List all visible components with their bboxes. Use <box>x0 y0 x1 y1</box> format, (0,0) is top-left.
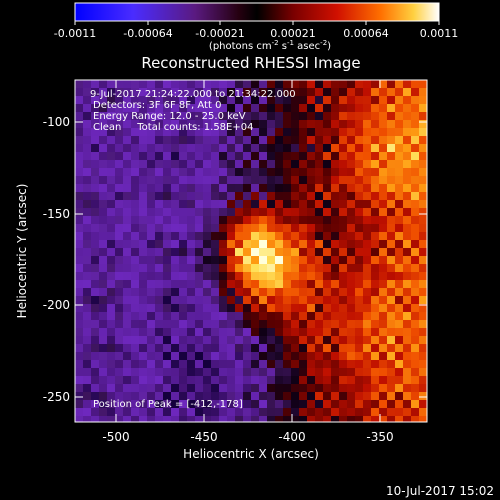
colorbar-tick-label: 0.0011 <box>420 27 459 40</box>
colorbar-tick-label: 0.00064 <box>343 27 389 40</box>
colorbar-tick-label: -0.00021 <box>195 27 244 40</box>
colorbar-tick-label: -0.0011 <box>54 27 96 40</box>
image-heatmap <box>75 80 427 422</box>
footer-timestamp: 10-Jul-2017 15:02 <box>386 484 494 498</box>
peak-position: Position of Peak = [-412,-178] <box>93 399 243 410</box>
x-tick-label: -500 <box>102 430 129 444</box>
y-tick-label: -100 <box>43 115 70 129</box>
x-axis-label: Heliocentric X (arcsec) <box>183 447 319 461</box>
y-tick-label: -200 <box>43 298 70 312</box>
plot-frame <box>74 79 428 423</box>
x-tick-label: -400 <box>278 430 305 444</box>
colorbar <box>74 2 440 22</box>
info-detectors: Detectors: 3F 6F 8F, Att 0 <box>93 100 221 111</box>
colorbar-tick-label: -0.00064 <box>123 27 172 40</box>
x-tick-label: -450 <box>190 430 217 444</box>
colorbar-units: (photons cm-2 s-1 asec-2) <box>209 39 331 52</box>
y-tick-label: -250 <box>43 390 70 404</box>
x-tick-label: -350 <box>366 430 393 444</box>
y-axis-label: Heliocentric Y (arcsec) <box>15 184 29 319</box>
info-energy-range: Energy Range: 12.0 - 25.0 keV <box>93 111 246 122</box>
colorbar-ticks <box>74 21 440 25</box>
info-time-range: 9-Jul-2017 21:24:22.000 to 21:34:22.000 <box>90 89 296 100</box>
info-clean-counts: Clean Total counts: 1.58E+04 <box>93 122 253 133</box>
axis-ticks <box>75 80 427 422</box>
y-tick-label: -150 <box>43 207 70 221</box>
colorbar-tick-label: 0.00021 <box>270 27 316 40</box>
image-title: Reconstructed RHESSI Image <box>141 54 360 72</box>
